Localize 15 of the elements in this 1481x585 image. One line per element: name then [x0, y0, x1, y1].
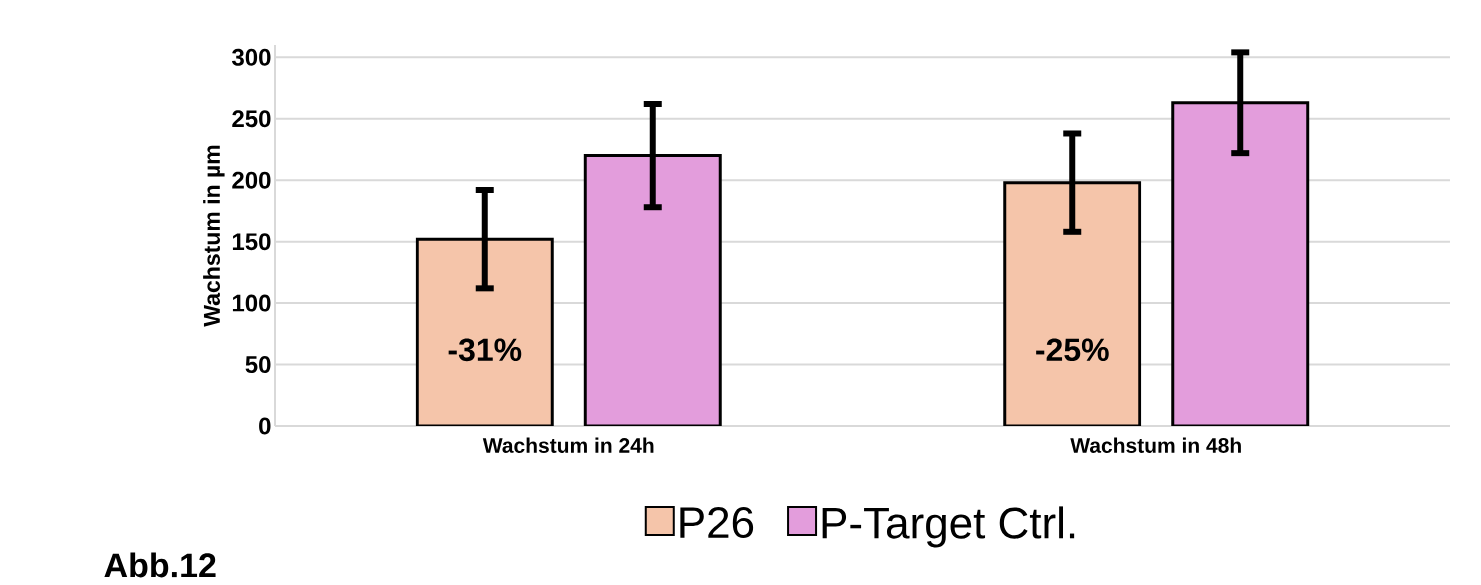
legend-label: P-Target Ctrl. [822, 506, 1075, 548]
y-axis-title: Wachstum in µm [203, 145, 225, 327]
x-tick-label: Wachstum in 24h [482, 437, 654, 453]
annotation: -31% [448, 338, 522, 362]
annotation: -25% [1036, 338, 1109, 362]
legend-label: P26 [680, 506, 754, 539]
caption: Abb.12 [104, 552, 216, 578]
y-tick-label: 250 [232, 110, 271, 128]
y-tick-label: 0 [259, 417, 271, 435]
y-tick-label: 50 [245, 356, 271, 374]
y-tick-label: 300 [231, 48, 271, 66]
y-tick-label: 100 [232, 294, 271, 312]
y-tick-label: 150 [232, 233, 271, 251]
x-tick-label: Wachstum in 48h [1070, 437, 1241, 453]
y-tick-label: 200 [232, 171, 271, 189]
